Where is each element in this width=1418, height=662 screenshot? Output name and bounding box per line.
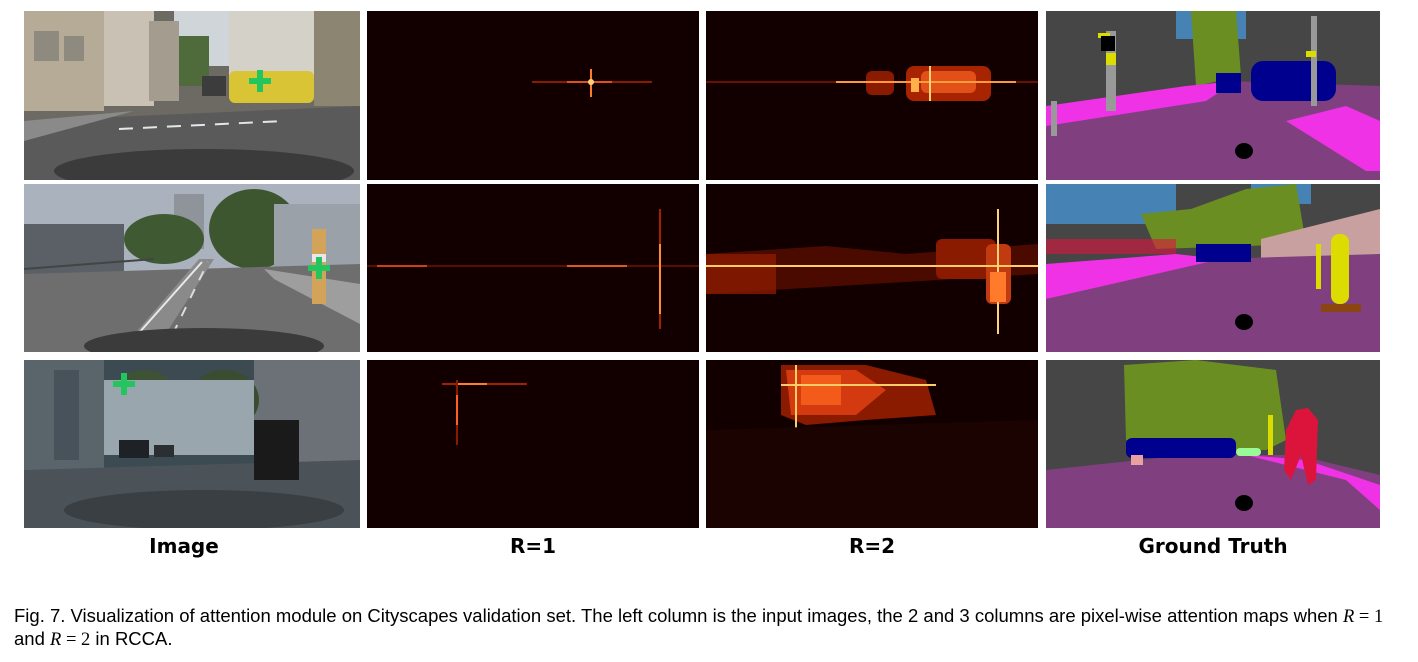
ground-truth-row2 <box>1046 184 1380 352</box>
column-label-r2: R=2 <box>848 534 896 558</box>
column-label-ground-truth: Ground Truth <box>1138 534 1288 558</box>
attention-map-r1-row3 <box>367 360 699 528</box>
caption-val1: 1 <box>1373 607 1384 627</box>
caption-var-r2: R <box>50 630 62 650</box>
column-label-r1: R=1 <box>509 534 557 558</box>
input-image-row2 <box>24 184 360 352</box>
marker-row1 <box>249 70 271 92</box>
caption-text-part1: Fig. 7. Visualization of attention modul… <box>14 605 1343 626</box>
ground-truth-row3 <box>1046 360 1380 528</box>
attention-map-r2-row3 <box>706 360 1038 528</box>
attention-map-r2-row1 <box>706 11 1038 180</box>
attention-map-r1-row2 <box>367 184 699 352</box>
caption-text-part2: and <box>14 628 51 649</box>
marker-row2 <box>308 257 330 279</box>
input-image-row3 <box>24 360 360 528</box>
attention-map-r1-row1 <box>367 11 699 180</box>
input-image-row1 <box>24 11 360 180</box>
ground-truth-row1 <box>1046 11 1380 180</box>
marker-row3 <box>113 373 135 395</box>
caption-text-part3: in RCCA. <box>90 628 173 649</box>
caption-val2: 2 <box>81 630 91 650</box>
caption-eq1: = <box>1354 607 1374 627</box>
column-label-image: Image <box>149 534 219 558</box>
caption-var-r1: R <box>1342 607 1355 627</box>
caption-eq2: = <box>61 630 82 650</box>
figure-caption: Fig. 7. Visualization of attention modul… <box>14 605 1406 651</box>
attention-map-r2-row2 <box>706 184 1038 352</box>
